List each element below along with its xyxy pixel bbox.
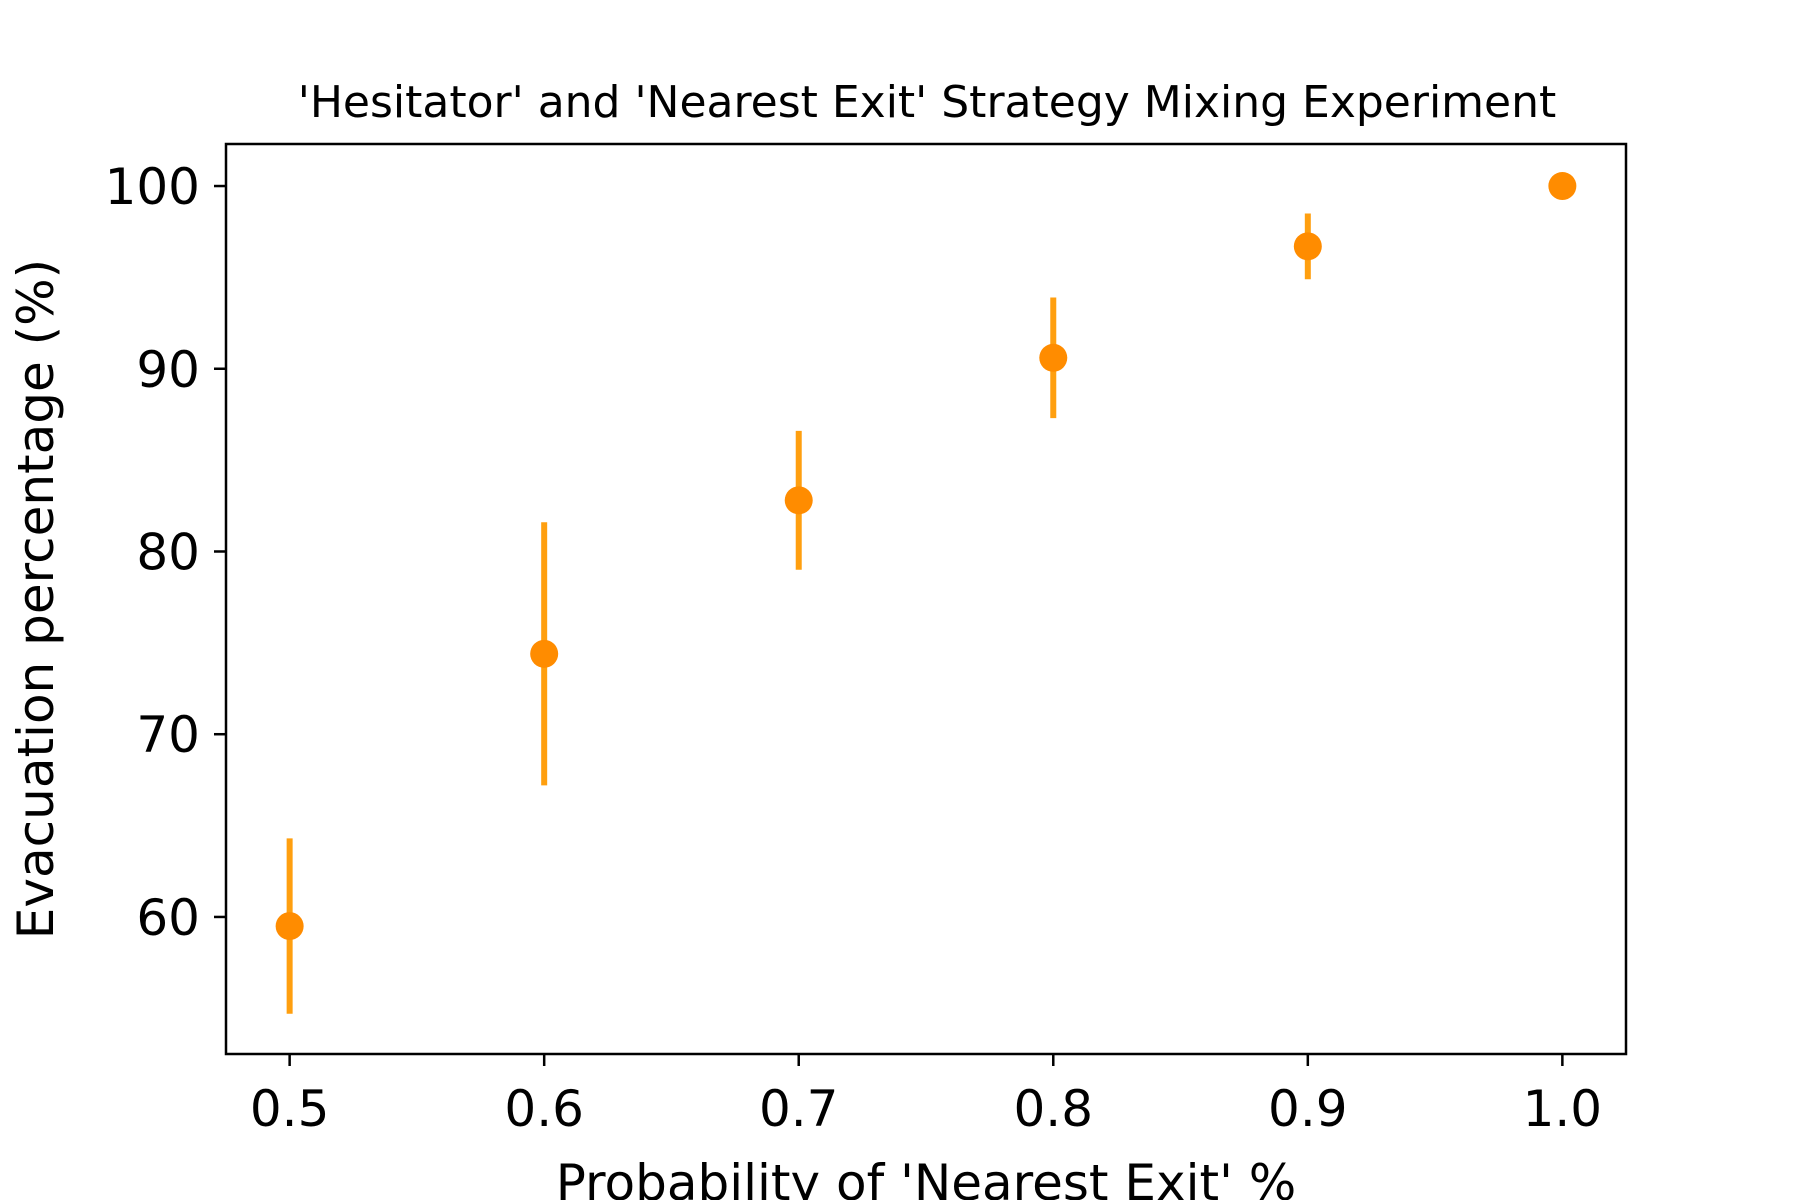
x-tick-label: 0.5 bbox=[250, 1080, 330, 1138]
x-tick-label: 0.8 bbox=[1014, 1080, 1094, 1138]
data-point bbox=[784, 486, 813, 515]
data-point bbox=[1039, 343, 1068, 372]
data-point bbox=[275, 912, 304, 941]
y-axis: 60 70 80 90 100 bbox=[105, 158, 226, 947]
y-tick-label: 80 bbox=[136, 523, 200, 581]
x-tick-label: 0.7 bbox=[759, 1080, 839, 1138]
x-tick-label: 1.0 bbox=[1523, 1080, 1603, 1138]
y-tick-label: 100 bbox=[105, 158, 200, 216]
x-axis-label: Probability of 'Nearest Exit' % bbox=[556, 1154, 1296, 1200]
x-tick-label: 0.6 bbox=[504, 1080, 584, 1138]
plot-frame bbox=[224, 142, 1628, 1056]
x-tick-label: 0.9 bbox=[1268, 1080, 1348, 1138]
y-tick-label: 70 bbox=[136, 706, 200, 764]
y-tick-label: 90 bbox=[136, 341, 200, 399]
data-point bbox=[530, 639, 559, 668]
data-point bbox=[1293, 232, 1322, 261]
y-axis-label: Evacuation percentage (%) bbox=[7, 259, 65, 939]
data-point bbox=[1548, 172, 1577, 201]
x-axis: 0.5 0.6 0.7 0.8 0.9 1.0 bbox=[250, 1054, 1602, 1138]
chart-title: 'Hesitator' and 'Nearest Exit' Strategy … bbox=[298, 77, 1557, 128]
y-tick-label: 60 bbox=[136, 889, 200, 947]
plot-marks bbox=[275, 172, 1577, 1014]
